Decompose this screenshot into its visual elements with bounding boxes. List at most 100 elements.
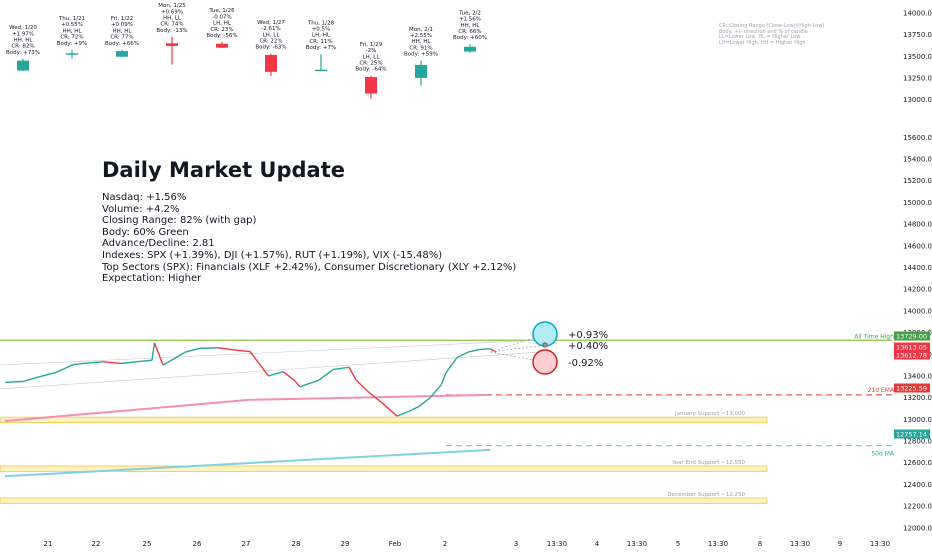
daily-candle-annotation: Body: -64%: [355, 67, 386, 73]
x-axis-tick-label: 13:30: [547, 540, 567, 548]
intraday-price-segment: [396, 411, 409, 417]
intraday-price-segment: [121, 361, 137, 365]
legend-line: CR: Closing Range (Close-Low)/(High-Low): [719, 23, 825, 29]
x-axis-tick-label: 13:30: [708, 540, 728, 548]
daily-candle-annotation: CR: 72%: [60, 35, 83, 41]
intraday-price-segment: [38, 372, 56, 378]
intraday-price-segment: [153, 342, 164, 366]
price-tag: [894, 383, 930, 393]
y-axis-tick-label: 15400.00: [903, 156, 932, 164]
price-tag-label: 12757.14: [896, 431, 927, 439]
y-axis-tick-label: 12800.00: [903, 438, 932, 446]
price-tag-label: 13612.78: [896, 352, 927, 360]
projection-label: +0.40%: [568, 341, 608, 352]
price-tag: [894, 350, 930, 360]
daily-candle-body: [365, 77, 377, 94]
daily-candle-annotation: +0.5%: [312, 27, 331, 33]
x-axis-tick-label: 25: [143, 540, 152, 548]
x-axis-tick-label: 27: [242, 540, 251, 548]
intraday-price-segment: [233, 349, 251, 353]
daily-candle-annotation: Wed, 1/27: [257, 20, 285, 26]
x-axis-tick-label: 3: [514, 540, 518, 548]
legend-block: CR: Closing Range (Close-Low)/(High-Low)…: [719, 23, 825, 46]
daily-candle-body: [66, 53, 78, 55]
daily-candle-annotation: Wed, 1/20: [9, 25, 37, 31]
intraday-price-segment: [333, 366, 350, 371]
support-zone-label: January Support ~13,000: [674, 411, 745, 417]
y-axis-tick-label: 14800.00: [903, 221, 932, 229]
legend-line: LL=Lower Low, HL = Higher Low: [719, 34, 801, 41]
inset-y-axis-tick-label: 13750.00: [903, 31, 932, 39]
y-axis-tick-label: 14600.00: [903, 242, 932, 250]
legend-line: Body: +/- direction and % of candle: [719, 28, 808, 35]
x-axis-tick-label: 2: [443, 540, 447, 548]
daily-candle-annotation: LH, LL: [363, 54, 381, 60]
intraday-price-segment: [456, 351, 469, 359]
support-zone-label: Year End Support ~12,550: [671, 460, 745, 466]
daily-candle-body: [265, 55, 277, 72]
x-axis-tick-label: 13:30: [790, 540, 810, 548]
intraday-price-segment: [218, 347, 234, 351]
y-axis-tick-label: 14200.00: [903, 286, 932, 294]
daily-candle-annotation: Body: -13%: [156, 28, 187, 34]
daily-candle-body: [464, 46, 476, 52]
intraday-price-segment: [102, 361, 122, 365]
projection-label: -0.92%: [568, 358, 603, 369]
x-axis-tick-label: 5: [676, 540, 680, 548]
intraday-price-segment: [88, 361, 104, 364]
daily-candle-body: [315, 69, 327, 72]
daily-candle-annotation: Mon, 1/25: [158, 3, 186, 9]
intraday-price-segment: [348, 366, 357, 381]
daily-candle-annotation: -2%: [366, 48, 377, 54]
daily-candle-annotation: +1.97%: [12, 31, 34, 37]
sma-level-label: 50d MA: [871, 451, 895, 458]
daily-candle-annotation: Body: +73%: [6, 50, 40, 56]
x-axis-tick-label: 8: [758, 540, 762, 548]
price-tag-label: 13225.59: [896, 385, 927, 393]
y-axis-tick-label: 15600.00: [903, 134, 932, 142]
y-axis-tick-label: 12600.00: [903, 459, 932, 467]
daily-candle-annotation: CR: 91%: [409, 45, 432, 51]
daily-candle-annotation: HH, HL: [461, 23, 481, 29]
daily-candle-annotation: Body: +60%: [453, 35, 487, 41]
intraday-price-segment: [268, 370, 284, 377]
daily-candle-annotation: Body: +59%: [404, 52, 438, 58]
summary-line: Expectation: Higher: [102, 273, 202, 285]
x-axis-tick-label: 21: [44, 540, 53, 548]
daily-candle-annotation: Mon, 2/1: [409, 27, 433, 33]
daily-candle-annotation: HH, HL: [412, 39, 432, 45]
price-tag: [894, 429, 930, 439]
y-axis-tick-label: 13200.00: [903, 394, 932, 402]
intraday-price-segment: [199, 347, 219, 350]
daily-candle-annotation: LH, HL: [213, 21, 232, 27]
intraday-price-segment: [440, 372, 447, 385]
inset-y-axis-tick-label: 13500.00: [903, 53, 932, 61]
intraday-price-segment: [445, 357, 458, 374]
inset-y-axis-tick-label: 13250.00: [903, 74, 932, 82]
intraday-price-segment: [381, 402, 394, 414]
y-axis-tick-label: 15200.00: [903, 177, 932, 185]
daily-candle-annotation: HH, LL: [163, 15, 182, 21]
x-axis-tick-label: 4: [595, 540, 600, 548]
intraday-price-segment: [467, 348, 480, 353]
summary-line: Body: 60% Green: [102, 226, 189, 238]
summary-line: Volume: +4.2%: [102, 203, 180, 215]
daily-candle-body: [17, 60, 29, 71]
daily-candle-annotation: CR: 23%: [210, 27, 233, 33]
x-axis-tick-label: 13:30: [870, 540, 890, 548]
daily-candle-annotation: Body: +7%: [306, 45, 336, 51]
daily-candle-annotation: CR: 66%: [458, 29, 481, 35]
intraday-price-segment: [318, 368, 334, 381]
moving-average-line: [4, 448, 491, 478]
projection-marker: [532, 349, 558, 375]
summary-line: Indexes: SPX (+1.39%), DJI (+1.57%), RUT…: [102, 249, 443, 261]
y-axis-tick-label: 14000.00: [903, 307, 932, 315]
daily-candle-annotation: LH, HL: [312, 33, 331, 39]
inset-y-axis-tick-label: 14000.00: [903, 10, 932, 18]
daily-candle-body: [116, 51, 128, 57]
projection-label: +0.93%: [568, 330, 608, 341]
intraday-price-segment: [429, 384, 442, 399]
intraday-price-segment: [407, 405, 420, 413]
x-axis-tick-label: 13:30: [627, 540, 647, 548]
x-axis-tick-label: 29: [341, 540, 350, 548]
